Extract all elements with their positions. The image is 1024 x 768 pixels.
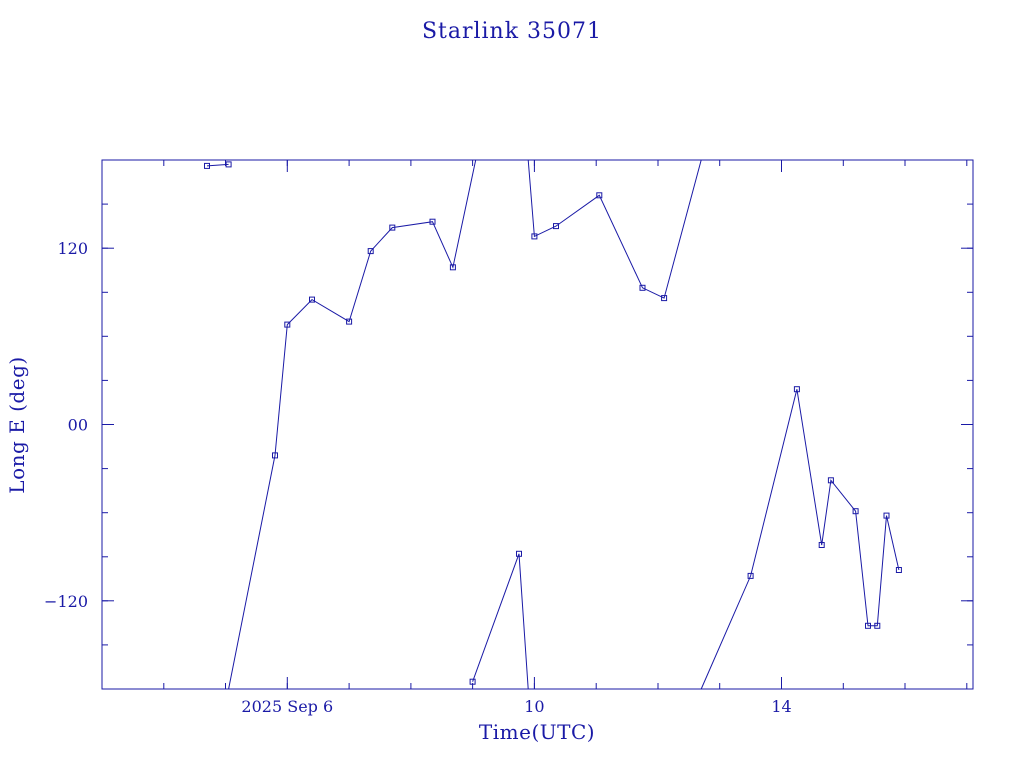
chart-title: Starlink 35071 bbox=[422, 19, 602, 44]
y-tick-labels: 120 00 −120 bbox=[44, 239, 88, 611]
data-point bbox=[661, 295, 668, 302]
data-point bbox=[204, 162, 210, 169]
series-line bbox=[700, 389, 900, 690]
data-point bbox=[449, 264, 456, 271]
y-tick-label: 00 bbox=[68, 416, 88, 435]
data-point bbox=[852, 508, 859, 515]
data-point bbox=[639, 284, 646, 291]
series-line bbox=[527, 159, 702, 299]
series-line bbox=[228, 159, 477, 690]
data-point bbox=[284, 321, 291, 328]
major-ticks bbox=[102, 160, 973, 689]
data-point bbox=[389, 224, 396, 231]
data-point bbox=[818, 542, 825, 548]
series-line bbox=[206, 163, 229, 167]
data-point bbox=[827, 477, 834, 484]
data-point bbox=[309, 296, 315, 303]
x-tick-label: 2025 Sep 6 bbox=[241, 697, 333, 716]
data-point bbox=[531, 233, 538, 240]
data-point bbox=[793, 386, 800, 393]
data-point bbox=[895, 567, 902, 573]
data-point bbox=[272, 452, 278, 459]
data-point bbox=[469, 678, 476, 685]
data-point bbox=[346, 318, 353, 325]
data-point bbox=[367, 248, 374, 255]
data-point bbox=[553, 223, 559, 230]
plot-frame bbox=[101, 159, 974, 690]
data-point bbox=[883, 512, 890, 519]
series-line bbox=[472, 553, 529, 690]
data-point bbox=[865, 622, 871, 629]
x-axis-label: Time(UTC) bbox=[479, 720, 595, 744]
data-point bbox=[874, 622, 881, 629]
x-tick-label: 14 bbox=[771, 697, 791, 716]
y-axis-label: Long E (deg) bbox=[5, 356, 29, 493]
data-point bbox=[429, 218, 436, 225]
data-point bbox=[225, 161, 232, 168]
data-point bbox=[596, 192, 603, 199]
y-tick-label: −120 bbox=[44, 592, 88, 611]
data-point bbox=[516, 550, 522, 557]
plot-area bbox=[204, 159, 902, 690]
y-tick-label: 120 bbox=[57, 239, 88, 258]
x-tick-labels: 2025 Sep 6 10 14 bbox=[241, 697, 791, 716]
minor-ticks bbox=[102, 160, 973, 689]
data-point bbox=[747, 572, 754, 579]
x-tick-label: 10 bbox=[524, 697, 544, 716]
